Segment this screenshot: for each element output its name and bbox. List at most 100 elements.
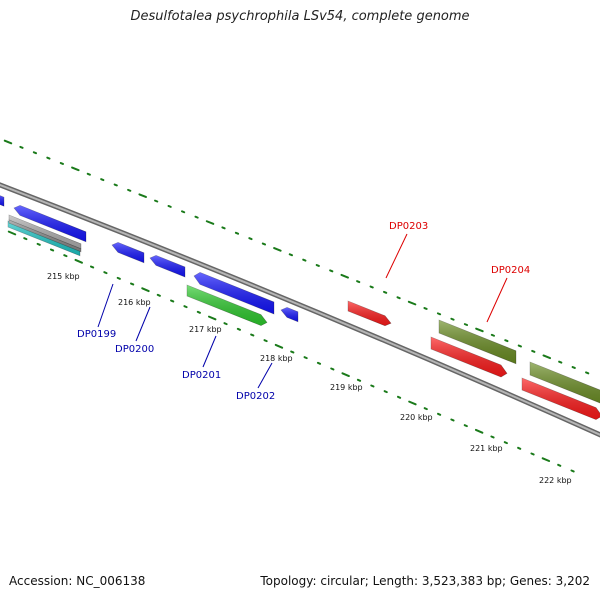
minor-tick [504,339,509,343]
gene-gray-1-shade [9,215,81,249]
label-leader-lines [97,233,508,389]
minor-tick [100,178,105,182]
gene-olive-1 [438,319,517,365]
minor-tick [234,231,240,235]
minor-tick [370,384,375,388]
minor-tick [103,271,108,275]
minor-tick [19,145,24,149]
major-tick [207,315,217,321]
minor-tick [86,172,91,176]
major-tick [340,273,349,279]
accession-text: Accession: NC_006138 [9,574,146,588]
gene-blue-2 [111,242,145,264]
backbone-line [0,182,600,438]
tick-label-0: 215 kbp [47,272,80,281]
minor-tick [261,242,267,246]
minor-tick [329,269,334,273]
gene-blue-1-shade [14,205,86,242]
minor-tick [290,350,295,354]
gene-labels: DP0199 DP0200 DP0201 DP0202 DP0203 DP0204 [77,221,530,402]
gene-red-2-shade [431,337,507,377]
minor-tick [116,276,121,280]
tick-label-1: 216 kbp [118,298,151,307]
minor-tick [127,188,132,192]
gene-blue-1 [13,205,87,243]
gene-olive-2-shade [530,362,600,403]
minor-tick [503,441,508,445]
minor-tick [330,367,335,371]
minor-tick [369,285,374,289]
gene-blue-4 [193,272,275,315]
gene-green-1 [186,284,268,326]
tick-label-6: 221 kbp [470,444,503,453]
leader-DP0204 [486,277,508,323]
leader-DP0199 [97,283,114,328]
gene-blue-3-shade [150,255,185,277]
minor-tick [436,312,442,316]
minor-tick [356,280,361,284]
gene-gray-2-shade [9,220,81,252]
minor-tick [316,361,322,365]
minor-tick [450,418,455,422]
major-tick [541,457,551,463]
inner-tick-ring [7,230,575,473]
gene-label-DP0202: DP0202 [236,391,275,402]
leader-DP0202 [257,362,273,389]
minor-tick [383,290,388,294]
minor-tick [236,327,242,331]
minor-tick [130,282,135,286]
minor-tick [315,264,320,267]
gene-blue-5 [280,307,299,323]
backbone-highlight [0,183,600,436]
minor-tick [250,333,255,337]
minor-tick [437,412,442,416]
leader-DP0203 [385,233,408,279]
minor-tick [180,210,186,214]
minor-tick [303,356,308,360]
gene-label-DP0200: DP0200 [115,344,154,355]
gene-red-3-shade [522,378,600,420]
minor-tick [154,199,159,203]
minor-tick [570,469,575,473]
major-tick [542,354,552,360]
minor-tick [194,215,199,219]
minor-tick [302,258,307,262]
minor-tick [396,395,402,399]
genome-summary-text: Topology: circular; Length: 3,523,383 bp… [260,574,590,588]
leader-DP0200 [135,306,151,342]
major-tick [407,300,417,306]
gene-olive-2 [529,361,600,404]
major-tick [474,428,484,434]
minor-tick [36,242,41,246]
tick-label-3: 218 kbp [260,354,293,363]
major-tick [274,343,284,349]
minor-tick [557,463,562,467]
minor-tick [517,344,522,348]
gene-blue-3 [149,255,186,278]
minor-tick [113,183,118,187]
minor-tick [167,204,172,208]
minor-tick [170,299,175,303]
major-tick [71,166,80,172]
minor-tick [356,378,362,382]
minor-tick [463,323,469,327]
minor-tick [59,162,64,165]
minor-tick [248,237,253,241]
tick-label-4: 219 kbp [330,383,363,392]
major-tick [141,287,150,293]
gene-label-DP0204: DP0204 [491,265,530,276]
minor-tick [423,407,428,411]
gene-green-1-shade [187,285,267,326]
minor-tick [585,371,590,375]
minor-tick [156,293,161,297]
major-tick [3,139,13,145]
minor-tick [530,452,535,456]
minor-tick [490,435,495,439]
gene-red-1-shade [348,301,391,326]
gene-olive-1-shade [439,320,516,364]
tick-label-5: 220 kbp [400,413,433,422]
leader-DP0201 [202,335,217,368]
minor-tick [32,151,38,155]
gene-gray-2 [8,219,82,253]
